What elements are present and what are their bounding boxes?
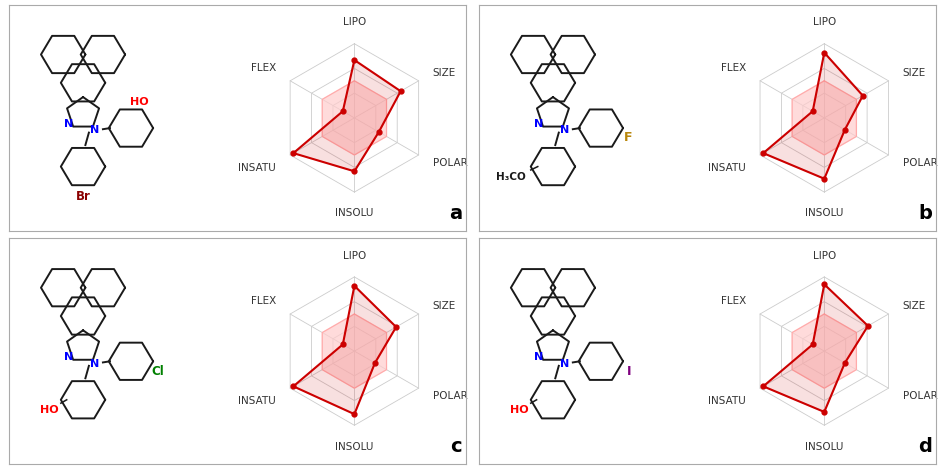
Text: c: c bbox=[450, 438, 462, 456]
Text: N: N bbox=[64, 352, 74, 362]
Polygon shape bbox=[322, 314, 386, 388]
Text: FLEX: FLEX bbox=[250, 63, 276, 73]
Text: LIPO: LIPO bbox=[812, 17, 835, 27]
Text: FLEX: FLEX bbox=[720, 296, 745, 306]
Polygon shape bbox=[322, 81, 386, 155]
Text: INSATU: INSATU bbox=[707, 396, 745, 406]
Text: a: a bbox=[448, 204, 462, 223]
Text: POLAR: POLAR bbox=[902, 391, 936, 401]
Text: FLEX: FLEX bbox=[720, 63, 745, 73]
Text: LIPO: LIPO bbox=[812, 250, 835, 261]
Text: HO: HO bbox=[509, 405, 528, 415]
Text: LIPO: LIPO bbox=[343, 250, 365, 261]
Text: SIZE: SIZE bbox=[432, 68, 456, 78]
Text: SIZE: SIZE bbox=[902, 68, 925, 78]
Polygon shape bbox=[763, 53, 862, 179]
Text: N: N bbox=[90, 125, 99, 136]
Text: HO: HO bbox=[129, 97, 148, 107]
Polygon shape bbox=[293, 60, 400, 171]
Text: H₃CO: H₃CO bbox=[496, 172, 525, 182]
Text: N: N bbox=[533, 352, 543, 362]
Text: POLAR: POLAR bbox=[432, 158, 467, 168]
Polygon shape bbox=[791, 81, 855, 155]
Text: SIZE: SIZE bbox=[432, 301, 456, 311]
Text: I: I bbox=[626, 365, 631, 378]
Text: INSOLU: INSOLU bbox=[804, 442, 843, 452]
Text: N: N bbox=[560, 125, 568, 136]
Text: INSOLU: INSOLU bbox=[335, 208, 373, 219]
Text: INSOLU: INSOLU bbox=[335, 442, 373, 452]
Text: INSATU: INSATU bbox=[238, 396, 276, 406]
Text: N: N bbox=[560, 359, 568, 369]
Text: FLEX: FLEX bbox=[250, 296, 276, 306]
Text: INSOLU: INSOLU bbox=[804, 208, 843, 219]
Polygon shape bbox=[791, 314, 855, 388]
Polygon shape bbox=[763, 284, 867, 412]
Text: d: d bbox=[917, 438, 931, 456]
Text: LIPO: LIPO bbox=[343, 17, 365, 27]
Text: N: N bbox=[64, 119, 74, 129]
Text: N: N bbox=[90, 359, 99, 369]
Text: Cl: Cl bbox=[151, 365, 164, 378]
Text: F: F bbox=[623, 131, 632, 144]
Text: SIZE: SIZE bbox=[902, 301, 925, 311]
Text: b: b bbox=[917, 204, 931, 223]
Text: N: N bbox=[533, 119, 543, 129]
Text: INSATU: INSATU bbox=[707, 163, 745, 173]
Text: POLAR: POLAR bbox=[902, 158, 936, 168]
Text: HO: HO bbox=[40, 405, 59, 415]
Text: Br: Br bbox=[76, 189, 91, 203]
Polygon shape bbox=[293, 286, 396, 414]
Text: POLAR: POLAR bbox=[432, 391, 467, 401]
Text: INSATU: INSATU bbox=[238, 163, 276, 173]
